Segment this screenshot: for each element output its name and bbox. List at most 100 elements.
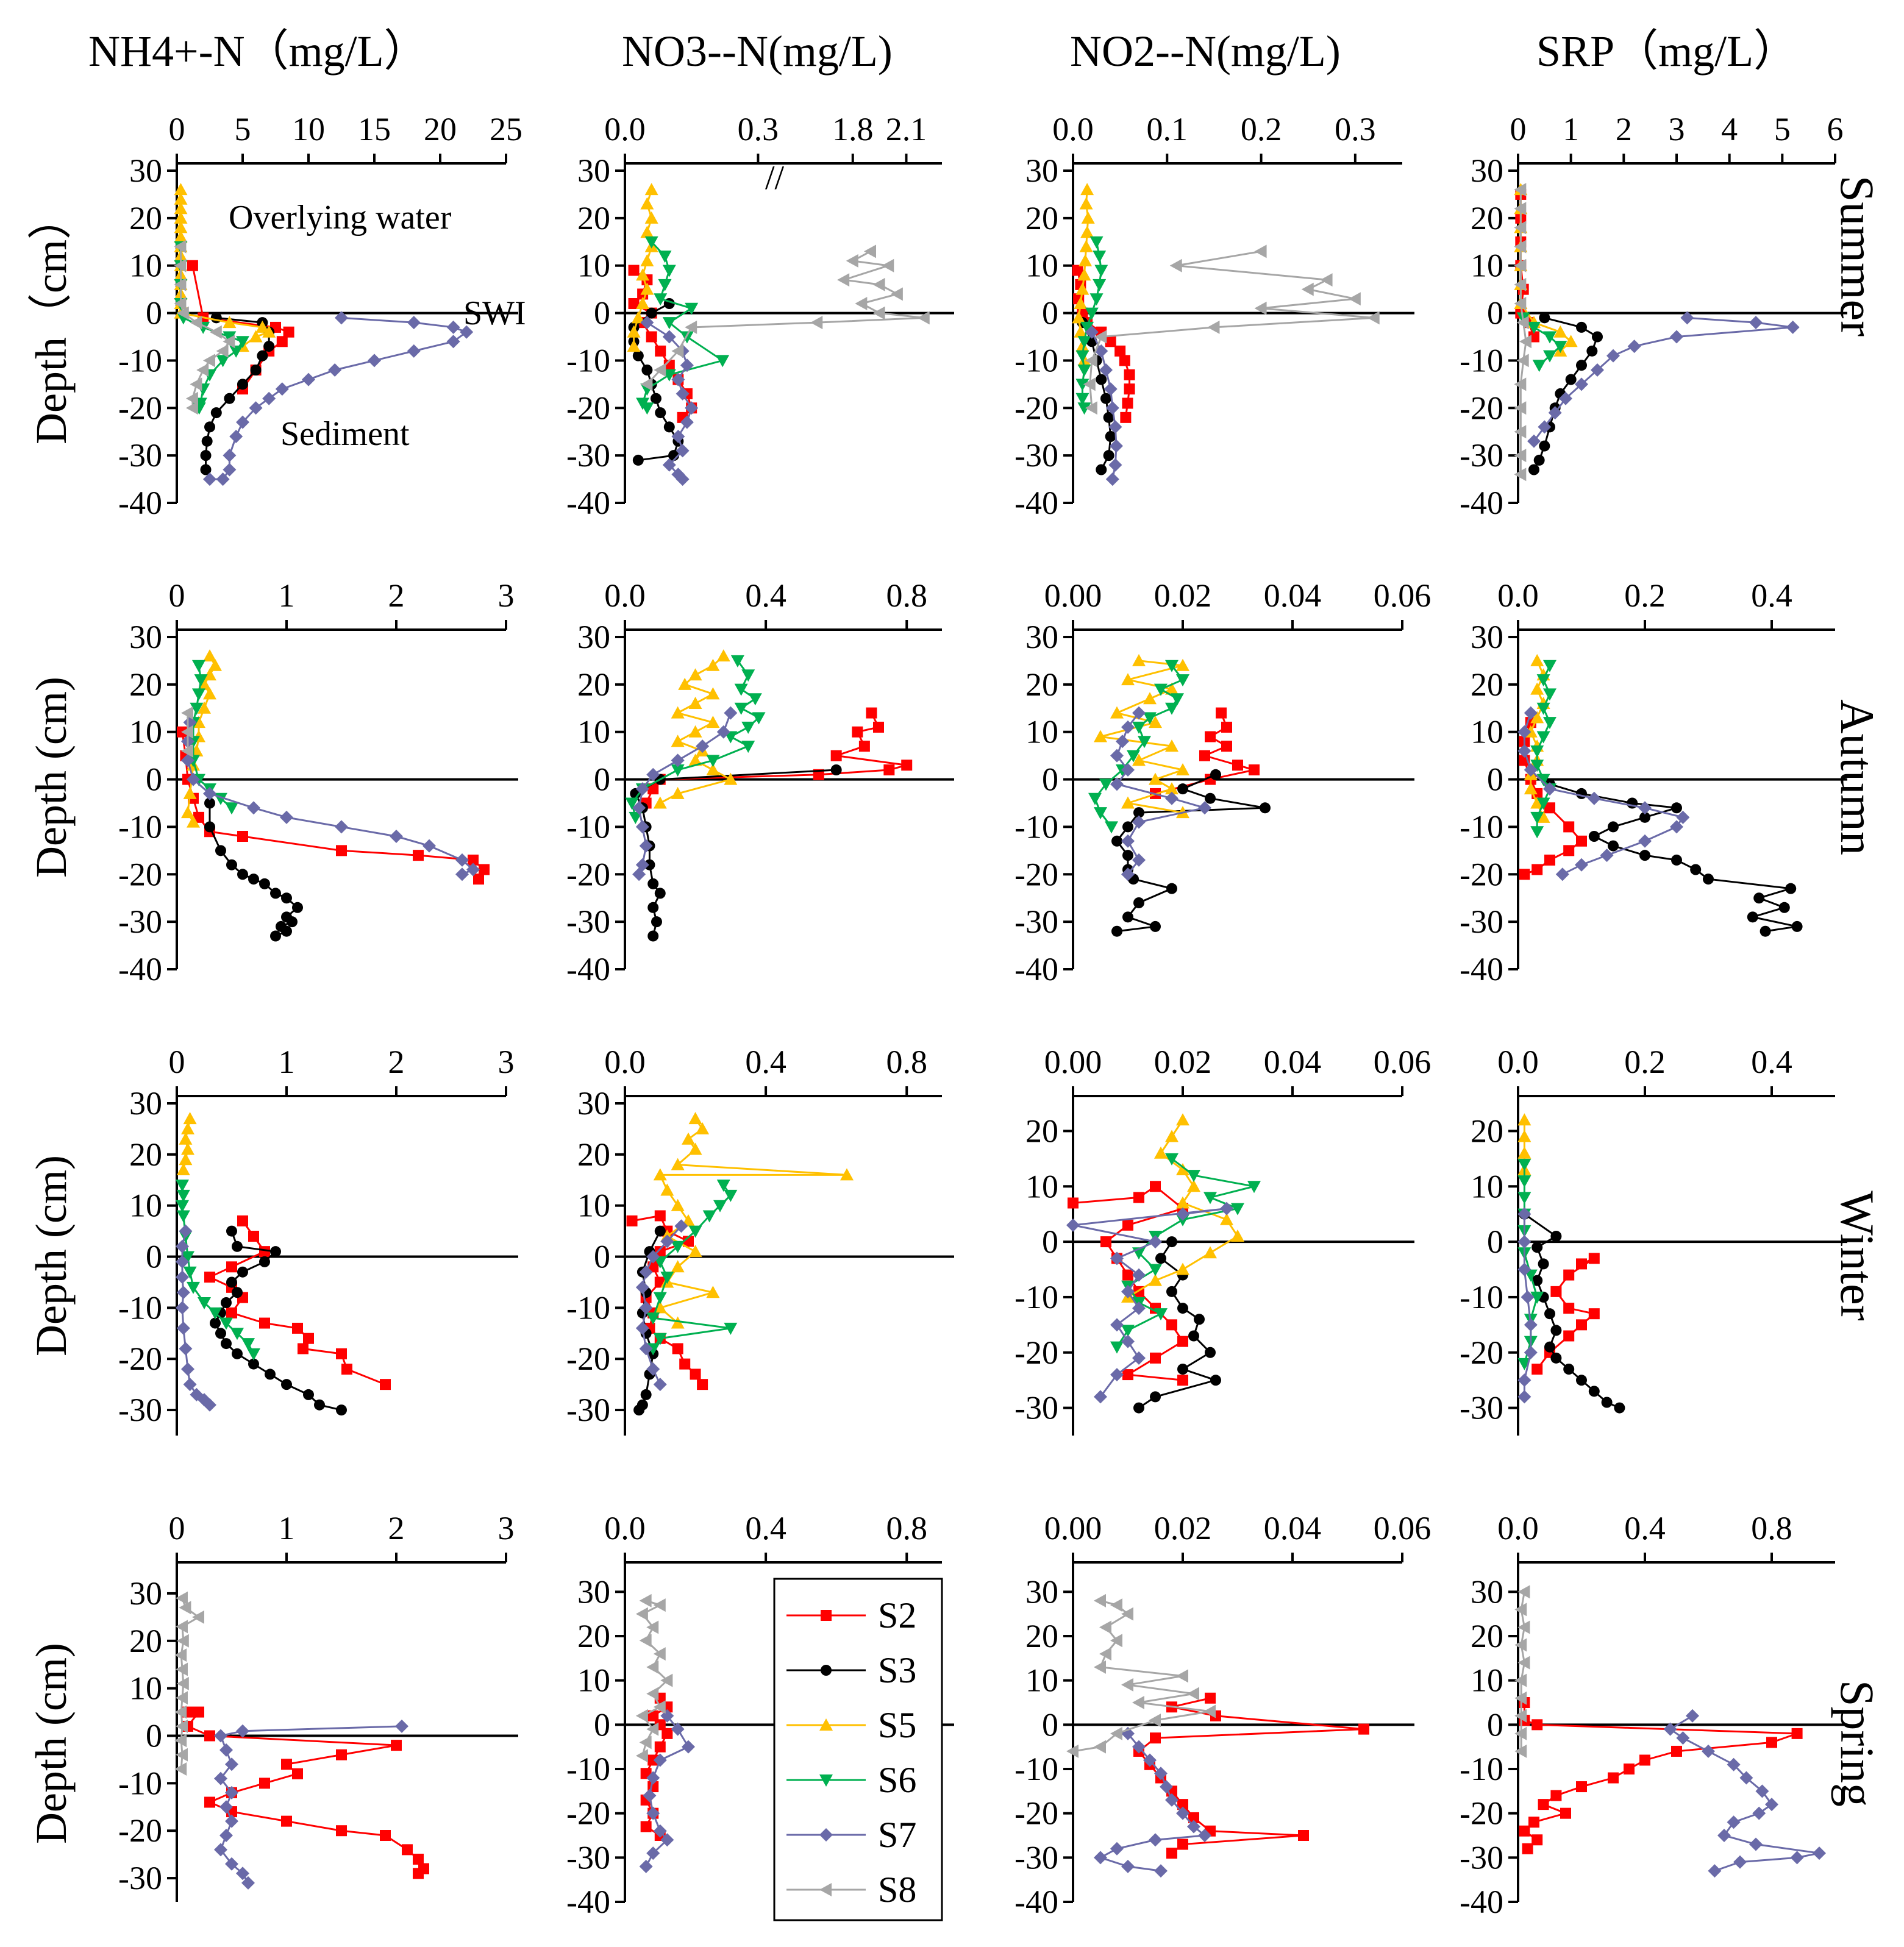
data-point [479,864,490,875]
data-point [917,311,930,325]
series-line [1072,1600,1211,1753]
annotations: Overlying water Sediment SWI // [229,159,785,453]
series-s8 [640,244,930,391]
data-point [1089,236,1104,249]
data-point [1555,867,1569,881]
data-point [190,377,202,391]
y-tick-label: 10 [1471,714,1503,750]
data-point [203,687,216,700]
data-point [1094,807,1107,820]
data-point [640,254,654,266]
y-tick-label: -10 [1014,808,1058,845]
data-point [335,820,348,834]
data-point [635,1607,648,1621]
x-tick-label: 2 [388,1044,405,1080]
y-tick-label: 20 [1471,1618,1503,1654]
panel-spring-nh4n: 30 20 10 0 -10 -20 -30 0 1 2 3 [118,1510,518,1902]
series-s5 [653,649,738,809]
data-point [1105,821,1118,834]
data-point [174,277,187,291]
data-point [1531,1275,1543,1286]
data-point [1536,810,1550,823]
data-point [232,1348,243,1359]
x-tick-label: 0.06 [1374,1044,1432,1080]
data-point [1220,1201,1233,1216]
x-tick-label: 0.4 [1751,577,1792,614]
data-point [688,1112,702,1125]
data-point [303,1333,314,1344]
series-line [634,769,836,936]
data-point [734,702,748,715]
data-point [237,831,248,842]
data-point [632,801,646,815]
data-point [1663,1722,1677,1736]
y-tick-label: 20 [1471,1112,1503,1149]
data-point [1778,902,1790,913]
ylabel-spring: Depth (cm) [27,1643,76,1844]
data-point [221,1338,232,1350]
data-point [724,772,738,785]
data-point [1103,411,1114,423]
series-s2 [1519,717,1587,880]
data-point [702,1210,716,1223]
legend-marker [819,1883,832,1896]
y-tick-label: 30 [577,1085,610,1122]
data-point [1527,434,1541,448]
data-point [1110,749,1124,763]
data-point [858,741,870,752]
data-point [226,1307,237,1319]
data-point [1105,431,1116,442]
y-tick-label: 20 [1471,666,1503,703]
y-tick-label: 30 [1471,619,1503,655]
data-point [1514,449,1527,463]
data-point [1119,355,1130,366]
data-point [1121,1334,1135,1348]
data-point [1747,911,1758,923]
data-point [1538,1799,1549,1810]
data-point [654,1210,666,1222]
data-point [1249,764,1260,775]
data-point [1813,1846,1826,1860]
x-tick-label: 0.3 [1335,111,1376,148]
data-point [1543,717,1556,730]
data-point [1132,1740,1146,1754]
data-point [706,658,720,671]
data-point [248,874,259,885]
data-point [671,1240,685,1253]
series-s7 [1110,706,1211,881]
ylabel-summer: Depth（cm） [27,196,76,444]
data-point [639,1342,653,1356]
data-point [682,1132,695,1145]
data-point [1524,1318,1538,1332]
row-label-summer: Summer [1831,176,1884,336]
data-point [1563,1303,1575,1314]
series-s8 [1066,1593,1216,1758]
data-point [176,306,189,320]
x-tick-label: 0.8 [886,1510,927,1547]
data-point [716,725,730,739]
data-point [1702,1744,1715,1758]
y-tick-label: 10 [129,247,162,284]
y-tick-label: 10 [577,247,610,284]
data-point [1576,788,1587,799]
data-point [1143,692,1157,705]
data-point [219,1800,233,1814]
data-point [651,916,662,928]
data-point [176,1255,189,1269]
data-point [1177,1799,1188,1810]
data-point [1149,1235,1162,1249]
x-tick-label: 20 [424,111,457,148]
series-s7 [214,1719,408,1890]
data-point [1138,736,1151,749]
x-tick-label: 2 [1616,111,1632,148]
panel-winter-no3n: 30 20 10 0 -10 -20 -30 0.0 0.4 0.8 [566,1044,954,1436]
data-point [1624,1764,1635,1774]
data-point [1670,820,1683,834]
data-point [1149,1833,1162,1847]
data-point [232,1287,243,1298]
data-point [852,726,863,738]
data-point [837,273,850,287]
y-tick-label: 10 [577,714,610,750]
data-point [226,859,237,870]
data-point [341,1364,352,1375]
